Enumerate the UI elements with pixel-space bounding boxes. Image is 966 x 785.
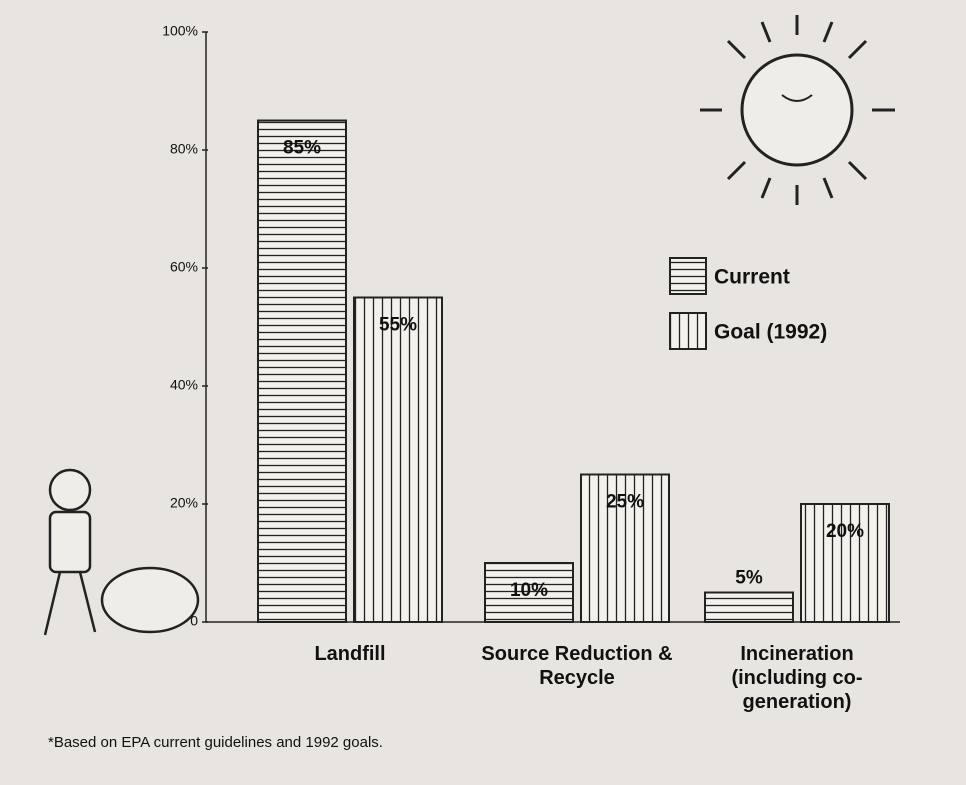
value-label: 10% [510,580,548,601]
x-tick-label: Incineration (including co-generation) [712,642,882,714]
value-label: 55% [379,315,417,336]
bar [705,593,793,623]
value-label: 5% [735,568,763,589]
y-tick-label: 40% [170,377,198,393]
y-tick-label: 60% [170,259,198,275]
y-tick-label: 100% [162,23,198,39]
y-tick-label: 80% [170,141,198,157]
sun [700,15,895,205]
y-tick-label: 20% [170,495,198,511]
legend-label: Goal (1992) [714,321,827,344]
legend-label: Current [714,266,790,289]
value-label: 25% [606,492,644,513]
y-tick-label: 0 [190,613,198,629]
value-label: 85% [283,138,321,159]
bar [354,298,442,623]
bar [258,121,346,623]
legend-swatch [670,313,706,349]
legend-swatch [670,258,706,294]
value-label: 20% [826,521,864,542]
x-tick-label: Landfill [235,642,465,666]
footnote: *Based on EPA current guidelines and 199… [48,734,383,751]
page: 0 20% 40% 60% 80% 100% 85% 55% 10% 25% 5% 20% Curren… [0,0,966,785]
x-tick-label: Source Reduction & Recycle [462,642,692,690]
